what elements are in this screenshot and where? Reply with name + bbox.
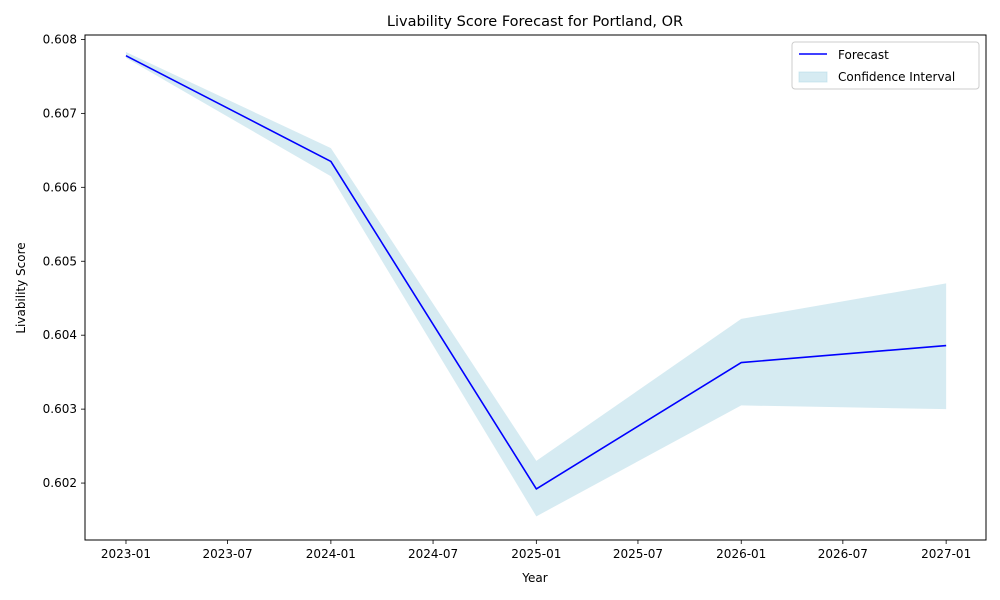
x-tick-label: 2023-01 <box>101 547 151 561</box>
x-axis: 2023-01 2023-07 2024-01 2024-07 2025-01 2025-… <box>101 540 971 561</box>
x-tick-label: 2025-07 <box>613 547 663 561</box>
y-tick-label: 0.607 <box>43 106 77 120</box>
plot-frame <box>84 34 987 541</box>
y-tick-label: 0.605 <box>43 254 77 268</box>
legend-ci-swatch <box>798 71 828 83</box>
legend-forecast-label: Forecast <box>838 48 889 62</box>
x-axis-label: Year <box>521 571 547 585</box>
x-tick-label: 2025-01 <box>511 547 561 561</box>
x-tick-label: 2026-01 <box>716 547 766 561</box>
y-tick-label: 0.606 <box>43 180 77 194</box>
x-tick-label: 2027-01 <box>921 547 971 561</box>
x-tick-label: 2024-01 <box>306 547 356 561</box>
plot-area <box>125 52 947 517</box>
x-tick-label: 2024-07 <box>408 547 458 561</box>
legend-box <box>791 41 980 90</box>
y-tick-label: 0.603 <box>43 402 77 416</box>
chart-title: Livability Score Forecast for Portland, … <box>387 14 683 30</box>
y-axis: 0.602 0.603 0.604 0.605 0.606 0.607 0.608 <box>43 32 85 490</box>
x-tick-label: 2023-07 <box>203 547 253 561</box>
y-tick-label: 0.602 <box>43 476 77 490</box>
y-tick-label: 0.604 <box>43 328 77 342</box>
x-tick-label: 2026-07 <box>818 547 868 561</box>
legend-ci-label: Confidence Interval <box>838 70 955 84</box>
legend: Forecast Confidence Interval <box>791 41 980 90</box>
y-axis-label: Livability Score <box>14 242 28 333</box>
y-tick-label: 0.608 <box>43 32 77 46</box>
confidence-interval-band <box>125 52 947 517</box>
